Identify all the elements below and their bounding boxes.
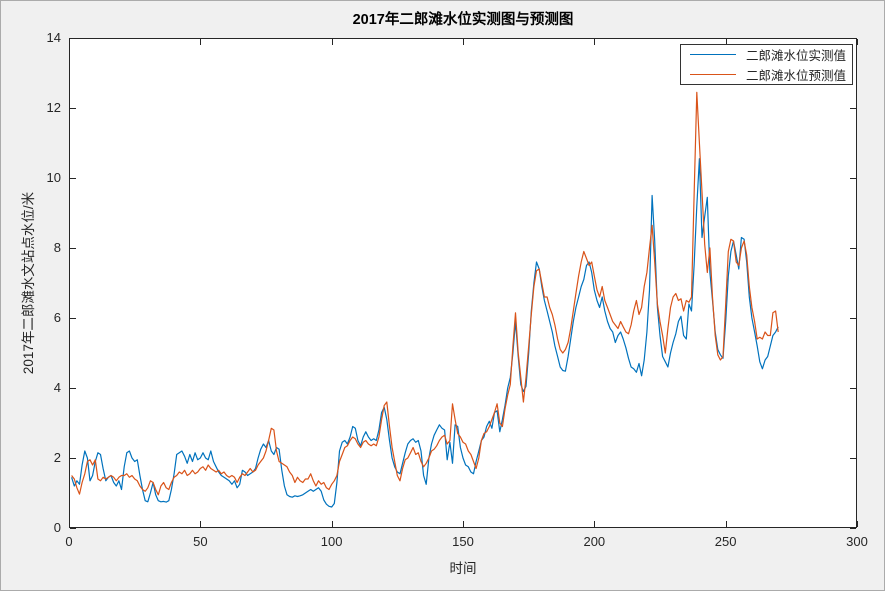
legend-item-predicted: 二郎滩水位预测值 <box>681 65 852 84</box>
y-axis-label: 2017年二郎滩水文站点水位/米 <box>21 191 36 375</box>
legend-label-measured: 二郎滩水位实测值 <box>746 49 847 64</box>
legend-label-predicted: 二郎滩水位预测值 <box>746 68 847 83</box>
y-tick-label: 14 <box>46 30 61 45</box>
x-tick-label: 50 <box>193 534 208 549</box>
y-tick-label: 6 <box>53 310 61 325</box>
y-tick-label: 8 <box>53 240 61 255</box>
legend[interactable]: 二郎滩水位实测值 二郎滩水位预测值 <box>680 44 853 85</box>
x-tick-label: 250 <box>714 534 737 549</box>
x-tick-label: 150 <box>452 534 474 549</box>
y-tick-label: 10 <box>46 170 61 185</box>
measured-line-sample <box>690 54 736 56</box>
chart-title: 2017年二郎滩水位实测图与预测图 <box>352 12 574 28</box>
y-tick-label: 12 <box>46 100 61 115</box>
x-tick-label: 300 <box>846 534 868 549</box>
plot-area <box>69 38 857 528</box>
x-tick-label: 200 <box>583 534 606 549</box>
y-tick-label: 2 <box>53 450 61 465</box>
y-tick-label: 4 <box>53 380 61 395</box>
x-tick-label: 100 <box>320 534 343 549</box>
x-tick-label: 0 <box>65 534 73 549</box>
predicted-line-sample <box>690 73 736 75</box>
x-axis-label: 时间 <box>449 561 477 576</box>
legend-item-measured: 二郎滩水位实测值 <box>681 45 852 64</box>
y-tick-label: 0 <box>53 520 61 535</box>
